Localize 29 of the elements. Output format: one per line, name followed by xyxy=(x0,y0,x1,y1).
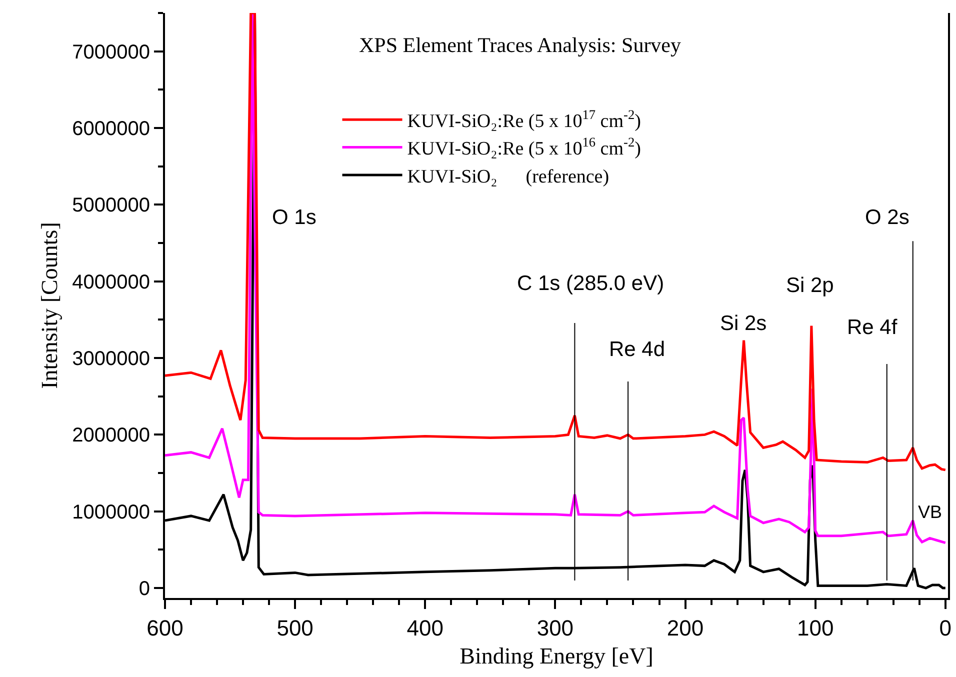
legend-label: KUVI-SiO₂:Re (5 x 10$^{17}$ cm$^{-2}$) xyxy=(407,107,641,132)
y-tick-label: 6000000 xyxy=(72,118,150,140)
y-axis-title: Intensity [Counts] xyxy=(37,222,62,389)
y-tick-label: 3000000 xyxy=(72,348,150,370)
y-tick-label: 2000000 xyxy=(72,424,150,447)
x-tick-label: 0 xyxy=(939,615,952,640)
legend-label: KUVI-SiO₂:Re (5 x 10$^{16}$ cm$^{-2}$) xyxy=(407,134,641,160)
annotation: Si 2p xyxy=(786,274,834,297)
annotation: Re 4f xyxy=(847,316,898,339)
y-tick-label: 0 xyxy=(138,578,150,600)
legend-label: KUVI-SiO₂ (reference) xyxy=(407,166,610,188)
x-tick-label: 500 xyxy=(276,615,314,640)
y-tick-label: 7000000 xyxy=(72,41,150,64)
x-axis-title: Binding Energy [eV] xyxy=(460,644,654,668)
x-tick-label: 200 xyxy=(666,615,704,640)
y-tick-label: 1000000 xyxy=(72,501,150,524)
annotation: Re 4d xyxy=(609,338,666,361)
text: XPS Element Traces Analysis: Survey xyxy=(359,33,682,57)
x-tick-label: 100 xyxy=(796,615,834,640)
annotation: O 1s xyxy=(272,206,316,229)
y-tick-label: 5000000 xyxy=(72,194,150,217)
x-tick-label: 300 xyxy=(536,615,574,640)
annotation: VB xyxy=(918,502,942,522)
y-tick-label: 4000000 xyxy=(72,271,150,294)
annotation: Si 2s xyxy=(720,312,767,335)
x-tick-label: 400 xyxy=(406,615,444,640)
x-tick-label: 600 xyxy=(146,615,184,640)
annotation: O 2s xyxy=(865,206,910,229)
annotation: C 1s (285.0 eV) xyxy=(517,272,664,295)
